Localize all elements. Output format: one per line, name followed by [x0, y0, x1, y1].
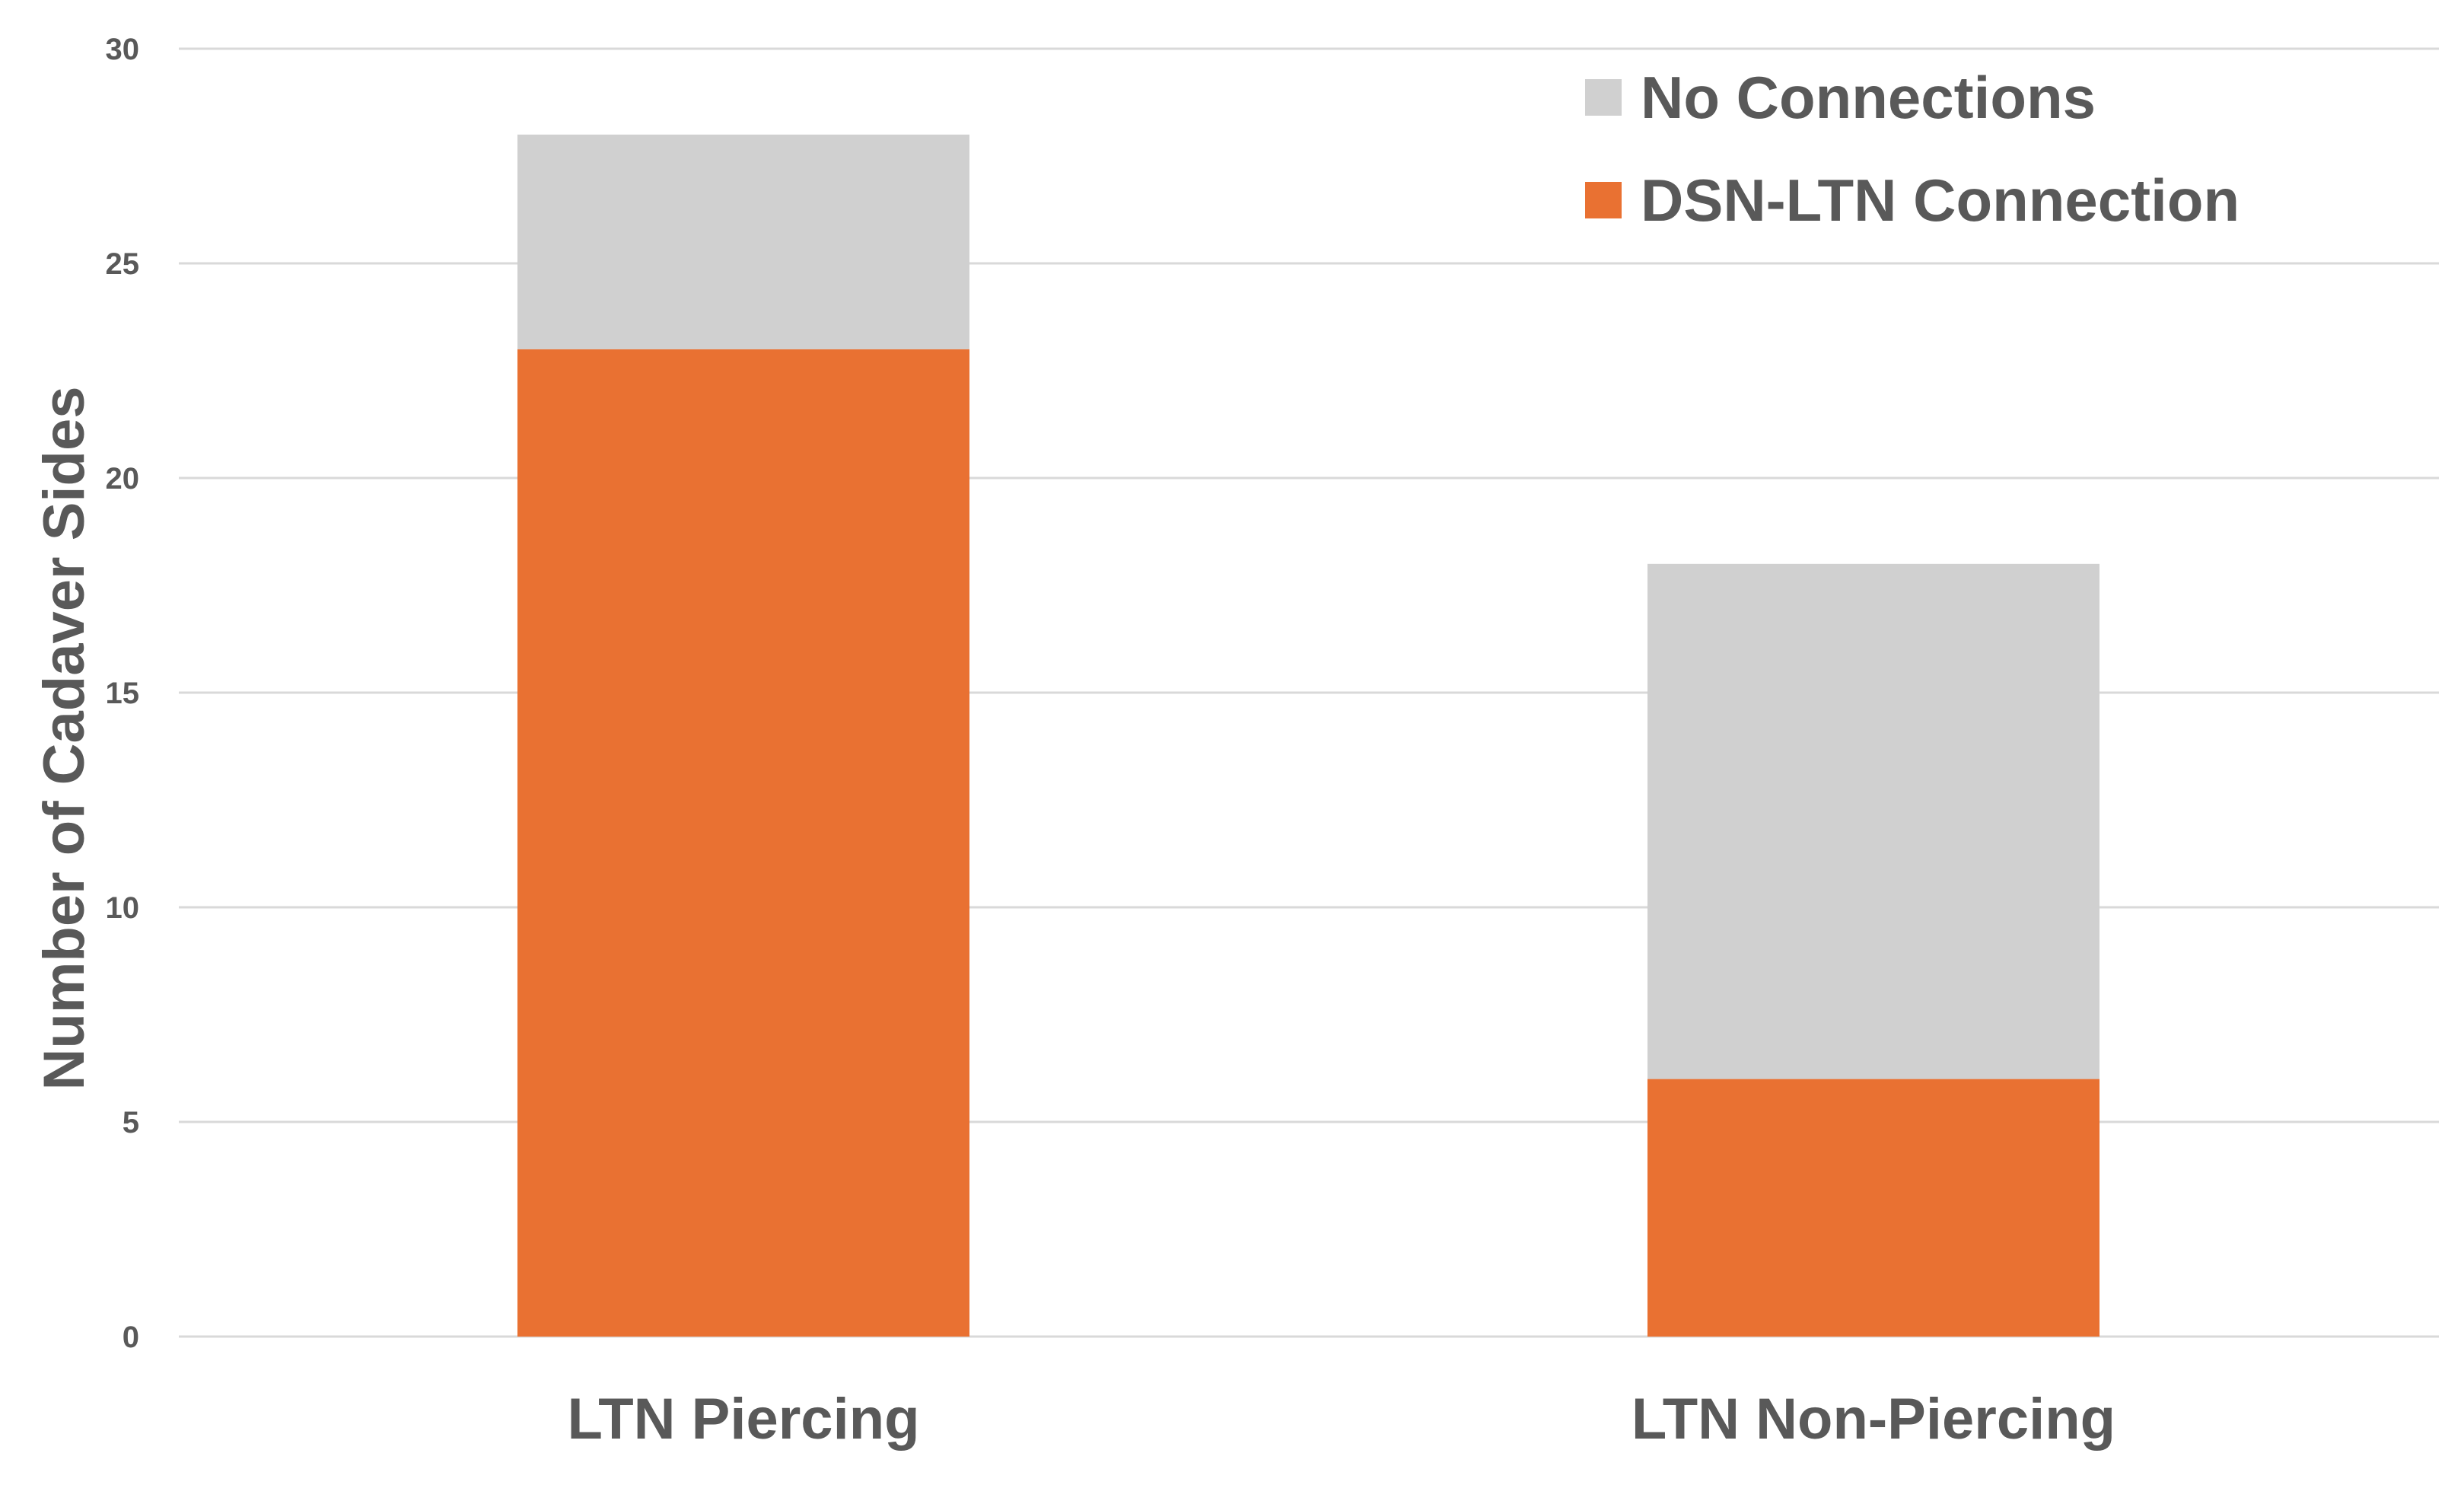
y-tick-label: 15 [106, 677, 140, 710]
y-axis-title: Number of Cadaver Sides [32, 387, 97, 1091]
y-axis-ticks: 0 5 10 15 20 25 30 [106, 33, 140, 1354]
y-tick-label: 0 [123, 1321, 139, 1354]
bars [517, 134, 2099, 1337]
y-tick-label: 25 [106, 247, 140, 281]
legend-label: No Connections [1641, 64, 2096, 131]
y-tick-label: 30 [106, 33, 140, 66]
y-tick-label: 20 [106, 462, 140, 496]
x-category-label: LTN Non-Piercing [1632, 1387, 2115, 1452]
legend: No Connections DSN-LTN Connection [1585, 64, 2240, 234]
bar-segment-dsn-ltn-connection [517, 349, 969, 1337]
legend-swatch [1585, 79, 1622, 116]
legend-label: DSN-LTN Connection [1641, 167, 2240, 234]
bar-segment-no-connections [517, 134, 969, 349]
y-tick-label: 10 [106, 891, 140, 925]
legend-swatch [1585, 182, 1622, 218]
bar-segment-no-connections [1647, 563, 2099, 1079]
x-category-label: LTN Piercing [567, 1387, 919, 1452]
x-axis-categories: LTN Piercing LTN Non-Piercing [567, 1387, 2115, 1452]
bar-segment-dsn-ltn-connection [1647, 1079, 2099, 1337]
y-tick-label: 5 [123, 1106, 139, 1139]
